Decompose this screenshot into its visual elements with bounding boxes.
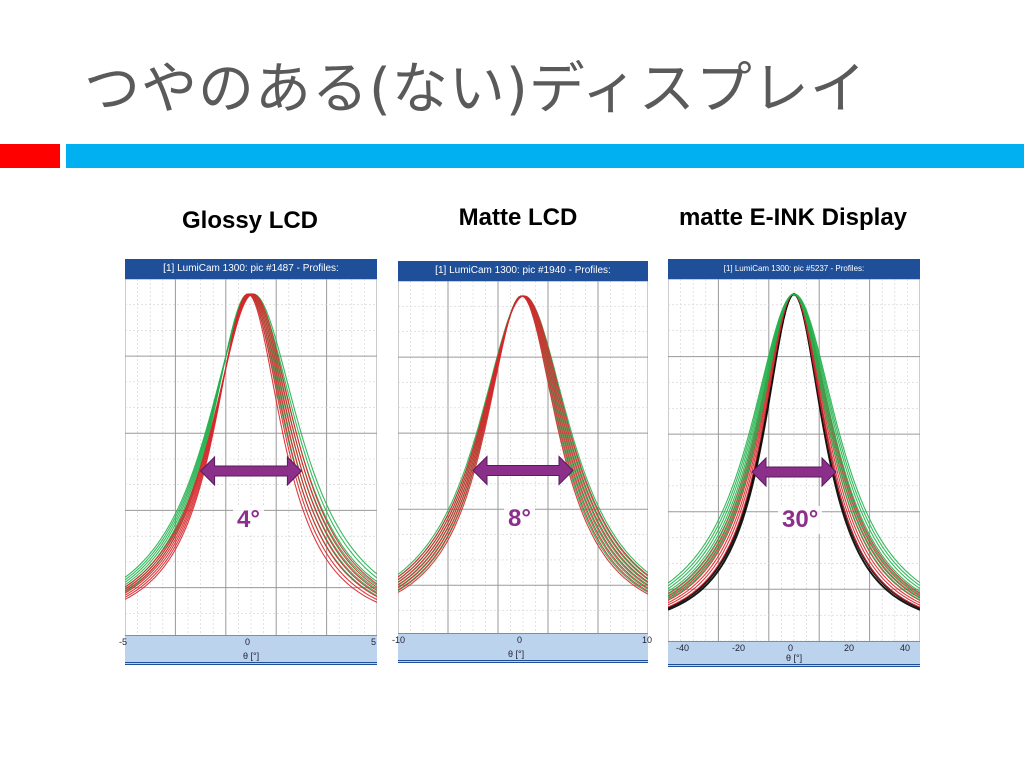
plot-header: [1] LumiCam 1300: pic #1940 - Profiles: (398, 261, 648, 281)
plot-header: [1] LumiCam 1300: pic #5237 - Profiles: (668, 259, 920, 279)
width-double-arrow (751, 456, 837, 488)
x-tick-label: 0 (245, 637, 251, 647)
x-axis-label: θ [°] (243, 651, 260, 661)
plot-footer (398, 633, 648, 663)
x-tick-label: 10 (642, 635, 653, 645)
eink-plot: [1] LumiCam 1300: pic #5237 - Profiles: … (668, 259, 920, 667)
matte-lcd-plot: [1] LumiCam 1300: pic #1940 - Profiles: … (392, 261, 652, 667)
angle-annotation: 8° (504, 505, 535, 533)
x-tick-label: 20 (844, 643, 855, 653)
plot-footer (125, 635, 377, 665)
matte-lcd-title: Matte LCD (458, 204, 578, 231)
x-tick-label: 0 (517, 635, 523, 645)
x-tick-label: -40 (676, 643, 690, 653)
x-tick-label: 0 (788, 643, 794, 653)
x-tick-label: -5 (119, 637, 128, 647)
eink-title: matte E-INK Display (678, 204, 908, 231)
x-axis-label: θ [°] (508, 649, 525, 659)
glossy-lcd-title: Glossy LCD (181, 207, 319, 234)
plot-footer (668, 641, 920, 667)
profile-curve-green (668, 293, 920, 584)
x-tick-label: 5 (371, 637, 377, 647)
x-tick-label: -20 (732, 643, 746, 653)
width-double-arrow (199, 455, 303, 487)
profile-curve-red (398, 295, 648, 578)
width-double-arrow (472, 455, 574, 486)
x-axis-label: θ [°] (786, 653, 803, 663)
x-tick-label: -10 (392, 635, 406, 645)
matte-lcd-chart (398, 281, 648, 636)
glossy-lcd-plot: [1] LumiCam 1300: pic #1487 - Profiles: … (119, 259, 377, 667)
angle-annotation: 4° (233, 506, 264, 534)
profile-curve-red (125, 293, 377, 603)
x-tick-label: 40 (900, 643, 911, 653)
red-accent-bar (0, 144, 60, 168)
blue-accent-bar (66, 144, 1024, 168)
plot-header: [1] LumiCam 1300: pic #1487 - Profiles: (125, 259, 377, 279)
angle-annotation: 30° (778, 506, 823, 534)
glossy-lcd-chart (125, 279, 377, 639)
grid (125, 279, 377, 639)
slide-title: つやのある(ない)ディスプレイ (84, 57, 867, 122)
grid (398, 281, 648, 636)
profile-curve-red (125, 293, 377, 588)
eink-chart (668, 279, 920, 641)
